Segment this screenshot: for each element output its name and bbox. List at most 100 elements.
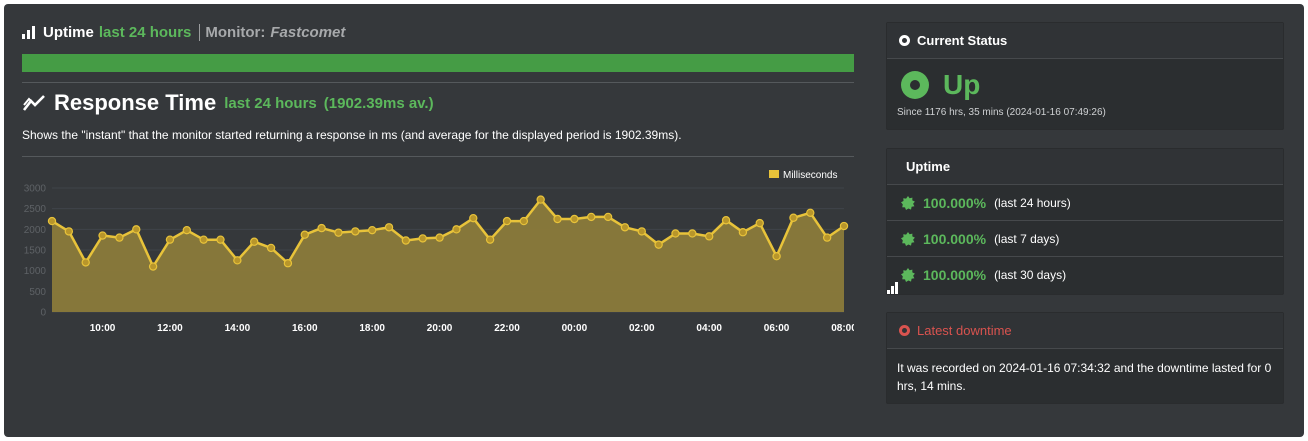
data-point[interactable] [789,213,798,222]
data-point[interactable] [250,237,259,246]
x-tick-label: 04:00 [696,323,722,334]
data-point[interactable] [401,236,411,245]
divider [22,82,854,83]
response-time-period: last 24 hours [224,94,317,112]
uptime-row-24h: 100.000% (last 24 hours) [887,185,1283,221]
data-point[interactable] [637,227,646,236]
x-tick-label: 18:00 [359,323,385,334]
y-tick-label: 2500 [24,204,47,215]
y-tick-label: 0 [40,308,46,319]
uptime-rows: 100.000% (last 24 hours) 100.000% (last … [887,185,1283,293]
data-point[interactable] [587,212,596,222]
uptime-label: (last 24 hours) [994,195,1071,210]
gear-badge-icon [901,195,915,210]
data-point[interactable] [182,225,192,235]
uptime-row-7d: 100.000% (last 7 days) [887,221,1283,257]
y-tick-label: 500 [29,287,46,298]
data-point[interactable] [519,216,529,226]
x-tick-label: 16:00 [292,323,318,334]
data-point[interactable] [98,231,107,240]
divider [22,156,854,157]
data-point[interactable] [115,233,124,242]
chart-legend[interactable]: Milliseconds [769,170,837,181]
data-point[interactable] [755,218,764,228]
response-time-description: Shows the "instant" that the monitor sta… [22,128,682,142]
uptime-value: 100.000% [923,267,987,283]
x-tick-label: 08:00 [831,323,854,334]
data-point[interactable] [199,235,208,244]
uptime-progress-bar [22,54,854,72]
data-point[interactable] [502,216,512,226]
data-point[interactable] [469,213,478,223]
uptime-card-header: Uptime [887,149,1283,294]
x-tick-label: 00:00 [562,323,588,334]
data-point[interactable] [47,216,57,226]
header-separator [199,23,201,41]
x-tick-label: 12:00 [157,323,183,334]
data-point[interactable] [654,240,663,249]
x-tick-label: 06:00 [764,323,790,334]
data-point[interactable] [603,212,613,222]
current-status-card: Current Status Up Since 1176 hrs, 35 min… [886,22,1284,130]
response-time-title: Response Time [54,90,217,115]
data-point[interactable] [839,221,849,231]
data-point[interactable] [148,262,158,271]
data-point[interactable] [553,214,562,224]
data-point[interactable] [216,235,225,244]
x-tick-label: 02:00 [629,323,655,334]
data-point[interactable] [334,228,343,237]
uptime-value: 100.000% [923,194,987,211]
uptime-row-30d: 100.000% (last 30 days) [887,257,1283,293]
data-point[interactable] [704,232,714,241]
data-point[interactable] [671,229,680,238]
data-point[interactable] [418,234,427,243]
data-point[interactable] [351,227,360,236]
uptime-card-title: Uptime [906,159,951,174]
uptime-period: last 24 hours [98,23,192,41]
data-point[interactable] [64,227,74,236]
data-point[interactable] [283,259,293,268]
left-column: Uptime last 24 hours Monitor: Fastcomet … [22,4,854,437]
data-point[interactable] [485,235,495,244]
data-point[interactable] [721,216,731,225]
data-point[interactable] [132,225,141,234]
response-time-chart: 0 500 1000 1500 2000 2500 3000 10:00 12:00 14:00… [24,170,854,334]
data-point[interactable] [81,258,90,267]
data-point[interactable] [233,256,242,265]
uptime-title: Uptime [43,23,94,41]
data-point[interactable] [822,233,832,242]
data-point[interactable] [688,229,697,238]
response-time-average: (1902.39ms av.) [323,94,434,112]
data-point[interactable] [317,223,326,233]
data-point[interactable] [570,214,579,224]
data-point[interactable] [435,233,444,242]
data-point[interactable] [165,235,175,244]
x-tick-label: 14:00 [225,323,251,334]
response-time-header: Response Time last 24 hours (1902.39ms a… [22,90,441,116]
data-point[interactable] [452,225,461,234]
uptime-value: 100.000% [923,230,987,247]
monitor-panel: Uptime last 24 hours Monitor: Fastcomet … [4,4,1304,437]
uptime-label: (last 30 days) [994,268,1067,282]
data-point[interactable] [384,223,394,232]
y-tick-label: 1000 [24,266,47,277]
monitor-label: Monitor: [205,23,266,41]
latest-downtime-card: Latest downtime It was recorded on 2024-… [886,312,1284,404]
bar-chart-icon [22,25,36,39]
gear-badge-icon [901,268,915,282]
data-point[interactable] [536,195,545,204]
data-point[interactable] [266,243,276,253]
y-tick-label: 1500 [24,246,47,257]
data-point[interactable] [367,225,377,235]
data-point[interactable] [300,230,309,239]
data-point[interactable] [738,228,748,237]
x-tick-label: 22:00 [494,323,520,334]
x-tick-label: 10:00 [90,323,116,334]
current-status-title: Current Status [917,33,1008,48]
data-point[interactable] [620,223,630,232]
y-tick-label: 2000 [24,225,47,236]
status-value: Up [943,69,981,100]
data-point[interactable] [806,208,815,218]
data-point[interactable] [772,251,781,261]
uptime-header: Uptime last 24 hours Monitor: Fastcomet [22,22,345,42]
